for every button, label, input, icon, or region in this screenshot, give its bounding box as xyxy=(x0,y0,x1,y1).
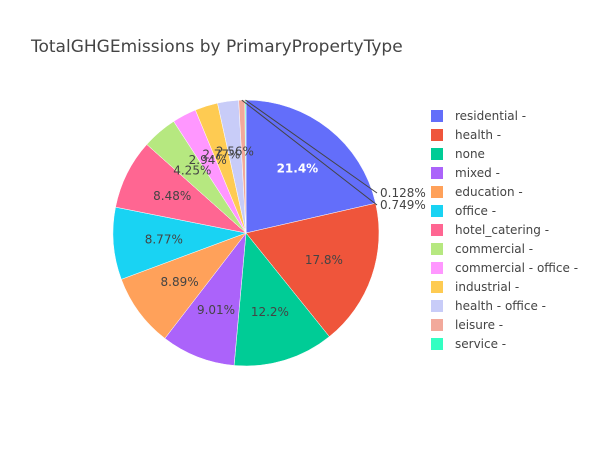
pie-slice-health[interactable] xyxy=(245,202,380,337)
slice-percent-label: 2.94% xyxy=(189,153,227,167)
leader-line xyxy=(241,99,378,206)
legend-swatch xyxy=(431,186,443,198)
legend-item-commercial[interactable]: commercial - xyxy=(431,242,533,256)
legend-label: none xyxy=(455,147,485,161)
legend-item-hotel-catering[interactable]: hotel_catering - xyxy=(431,223,549,237)
legend-item-commercial-office[interactable]: commercial - office - xyxy=(431,261,578,275)
legend-swatch xyxy=(431,281,443,293)
legend-item-education[interactable]: education - xyxy=(431,185,523,199)
legend-item-health-office[interactable]: health - office - xyxy=(431,299,546,313)
legend-item-residential[interactable]: residential - xyxy=(431,109,526,123)
legend-label: health - xyxy=(455,128,501,142)
slice-percent-label: 21.4% xyxy=(277,162,319,176)
legend-swatch xyxy=(431,205,443,217)
legend-label: education - xyxy=(455,185,523,199)
legend-label: commercial - office - xyxy=(455,261,578,275)
legend-item-health[interactable]: health - xyxy=(431,128,501,142)
legend-item-none[interactable]: none xyxy=(431,147,485,161)
legend-swatch xyxy=(431,262,443,274)
legend-label: residential - xyxy=(455,109,526,123)
legend-item-industrial[interactable]: industrial - xyxy=(431,280,519,294)
pie-slice-none[interactable] xyxy=(233,232,330,367)
pie-slice-residential[interactable] xyxy=(245,99,376,234)
slice-percent-label: 2.77% xyxy=(202,147,240,161)
legend-swatch xyxy=(431,300,443,312)
slice-percent-label: 8.48% xyxy=(153,189,191,203)
legend-swatch xyxy=(431,167,443,179)
slice-percent-label: 12.2% xyxy=(251,305,289,319)
legend-label: mixed - xyxy=(455,166,500,180)
legend-label: office - xyxy=(455,204,496,218)
chart-title: TotalGHGEmissions by PrimaryPropertyType xyxy=(30,37,403,57)
legend-label: hotel_catering - xyxy=(455,223,549,237)
legend-swatch xyxy=(431,110,443,122)
legend-swatch xyxy=(431,243,443,255)
legend-swatch xyxy=(431,319,443,331)
slice-percent-label: 4.25% xyxy=(173,163,211,177)
legend-label: service - xyxy=(455,337,506,351)
slice-percent-label: 0.749% xyxy=(380,198,426,212)
legend-swatch xyxy=(431,338,443,350)
legend-item-office[interactable]: office - xyxy=(431,204,496,218)
legend-label: leisure - xyxy=(455,318,503,332)
pie-slices xyxy=(112,99,380,367)
legend-label: commercial - xyxy=(455,242,533,256)
legend: residential - health - none mixed - educatio… xyxy=(431,109,578,351)
slice-percent-label: 17.8% xyxy=(305,253,343,267)
legend-label: health - office - xyxy=(455,299,546,313)
slice-percent-label: 9.01% xyxy=(197,303,235,317)
slice-percent-label: 8.77% xyxy=(145,233,183,247)
legend-label: industrial - xyxy=(455,280,519,294)
legend-swatch xyxy=(431,129,443,141)
legend-item-leisure[interactable]: leisure - xyxy=(431,318,503,332)
legend-swatch xyxy=(431,148,443,160)
slice-percent-label: 8.89% xyxy=(161,275,199,289)
legend-item-service[interactable]: service - xyxy=(431,337,506,351)
pie-labels: 21.4% 17.8% 12.2% 9.01% 8.89% 8.77% 8.48% 4.25%… xyxy=(145,99,426,319)
legend-item-mixed[interactable]: mixed - xyxy=(431,166,500,180)
slice-percent-label: 2.56% xyxy=(216,144,254,158)
legend-swatch xyxy=(431,224,443,236)
slice-percent-label: 0.128% xyxy=(380,186,426,200)
leader-line xyxy=(245,99,378,194)
